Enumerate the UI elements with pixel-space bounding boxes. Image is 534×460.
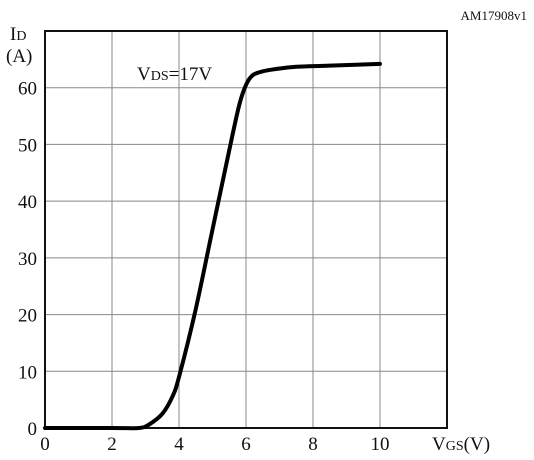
vds-annotation-main: V — [137, 64, 151, 85]
y-tick-label: 20 — [18, 306, 37, 327]
y-tick-labels: 0 10 20 30 40 50 60 — [18, 79, 37, 440]
y-tick-label: 40 — [18, 192, 37, 213]
y-tick-label: 30 — [18, 249, 37, 270]
x-axis-title: VGS(V) — [432, 434, 490, 455]
y-tick-label: 10 — [18, 362, 37, 383]
x-axis-title-sub: GS — [446, 439, 464, 454]
vds-annotation-sub: DS — [151, 69, 169, 84]
x-axis-title-main: V — [432, 434, 446, 455]
figure-code: AM17908v1 — [461, 8, 527, 23]
y-tick-label: 60 — [18, 79, 37, 100]
plot-frame — [44, 30, 448, 429]
x-tick-labels: 0 2 4 6 8 10 — [40, 434, 389, 455]
y-tick-label: 50 — [18, 135, 37, 156]
y-axis-unit: (A) — [6, 46, 32, 67]
x-tick-label: 10 — [371, 434, 390, 455]
x-tick-label: 8 — [308, 434, 318, 455]
y-axis-title: ID — [10, 24, 26, 45]
x-tick-label: 6 — [241, 434, 251, 455]
vds-annotation-value: =17V — [169, 64, 213, 85]
y-axis-title-sub: D — [16, 29, 26, 44]
y-axis-title-main: I — [10, 24, 16, 45]
x-tick-label: 2 — [107, 434, 117, 455]
id-vs-vgs-curve — [43, 61, 382, 431]
y-tick-label: 0 — [28, 419, 38, 440]
x-tick-label: 4 — [174, 434, 184, 455]
x-tick-label: 0 — [40, 434, 50, 455]
x-axis-title-unit: (V) — [464, 434, 490, 455]
grid-lines — [45, 31, 447, 428]
vds-annotation: VDS=17V — [137, 64, 212, 85]
